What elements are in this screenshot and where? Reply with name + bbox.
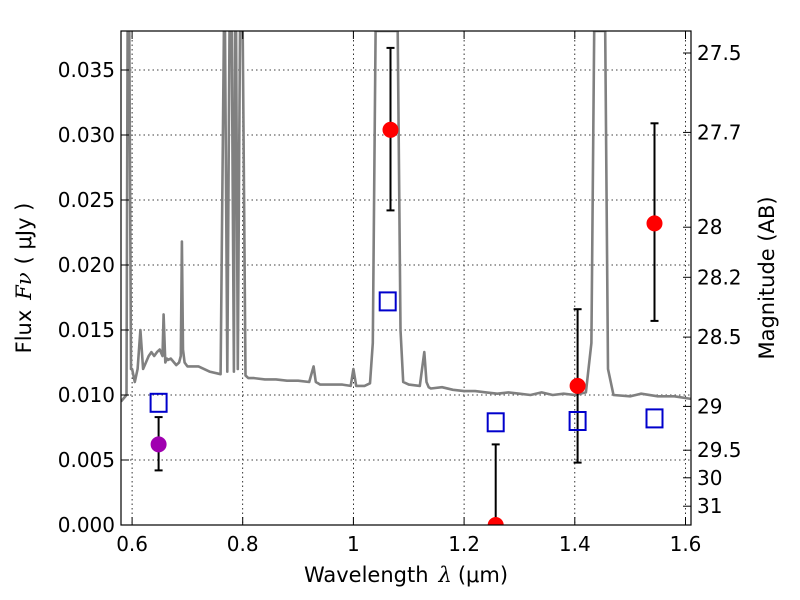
y-axis-title: Flux Fν ( μJy ) <box>12 203 36 354</box>
y-tick-label: 0.010 <box>58 383 115 407</box>
model-point <box>378 291 397 312</box>
model-point <box>645 408 664 429</box>
x-axis-title: Wavelength λ (μm) <box>304 563 508 587</box>
model-points <box>149 291 664 433</box>
mag-tick-label: 29.5 <box>697 438 742 462</box>
plot-area <box>121 31 691 525</box>
x-tick-label: 1 <box>347 532 360 556</box>
x-tick-label: 0.8 <box>227 532 259 556</box>
x-axis-symbol: λ <box>438 563 452 587</box>
observed-point <box>646 215 663 232</box>
x-axis-unit: (μm) <box>458 563 508 587</box>
y-axis-right: 27.5 27.7 28 28.2 28.5 29 29.5 30 31 <box>683 41 742 518</box>
model-point <box>568 411 587 431</box>
y2-axis-title: Magnitude (AB) <box>755 196 779 359</box>
y-tick-label: 0.020 <box>58 253 115 277</box>
observed-point <box>487 517 504 525</box>
observed-point <box>150 436 167 453</box>
x-tick-label: 1.6 <box>670 532 702 556</box>
y-axis-label: Flux <box>12 310 36 354</box>
model-point <box>486 412 505 433</box>
x-tick-label: 0.6 <box>116 532 148 556</box>
mag-tick-label: 31 <box>697 494 722 518</box>
mag-tick-label: 30 <box>697 466 722 490</box>
x-tick-label: 1.4 <box>559 532 591 556</box>
model-point <box>149 392 168 413</box>
observed-point <box>569 377 586 394</box>
x-axis: 0.6 0.8 1 1.2 1.4 1.6 <box>116 31 701 556</box>
mag-tick-label: 27.7 <box>697 120 742 144</box>
mag-tick-label: 29 <box>697 394 722 418</box>
y-tick-label: 0.030 <box>58 123 115 147</box>
mag-tick-label: 28 <box>697 215 722 239</box>
y-axis-left: 0.000 0.005 0.010 0.015 0.020 0.025 0.030 0.035 <box>58 58 129 537</box>
x-axis-label: Wavelength <box>304 563 429 587</box>
mag-tick-label: 28.5 <box>697 325 742 349</box>
mag-tick-label: 27.5 <box>697 41 742 65</box>
y-tick-label: 0.005 <box>58 448 115 472</box>
y-axis-unit: ( μJy ) <box>12 203 36 265</box>
y-tick-label: 0.025 <box>58 188 115 212</box>
y-tick-label: 0.035 <box>58 58 115 82</box>
y-tick-label: 0.000 <box>58 513 115 537</box>
y-tick-label: 0.015 <box>58 318 115 342</box>
x-tick-label: 1.2 <box>448 532 480 556</box>
observed-points <box>150 121 663 525</box>
y-axis-symbol: Fν <box>12 272 36 301</box>
observed-point <box>382 121 399 138</box>
template-spectrum-line <box>121 31 691 403</box>
plot-frame <box>120 30 692 526</box>
mag-tick-label: 28.2 <box>697 265 742 289</box>
